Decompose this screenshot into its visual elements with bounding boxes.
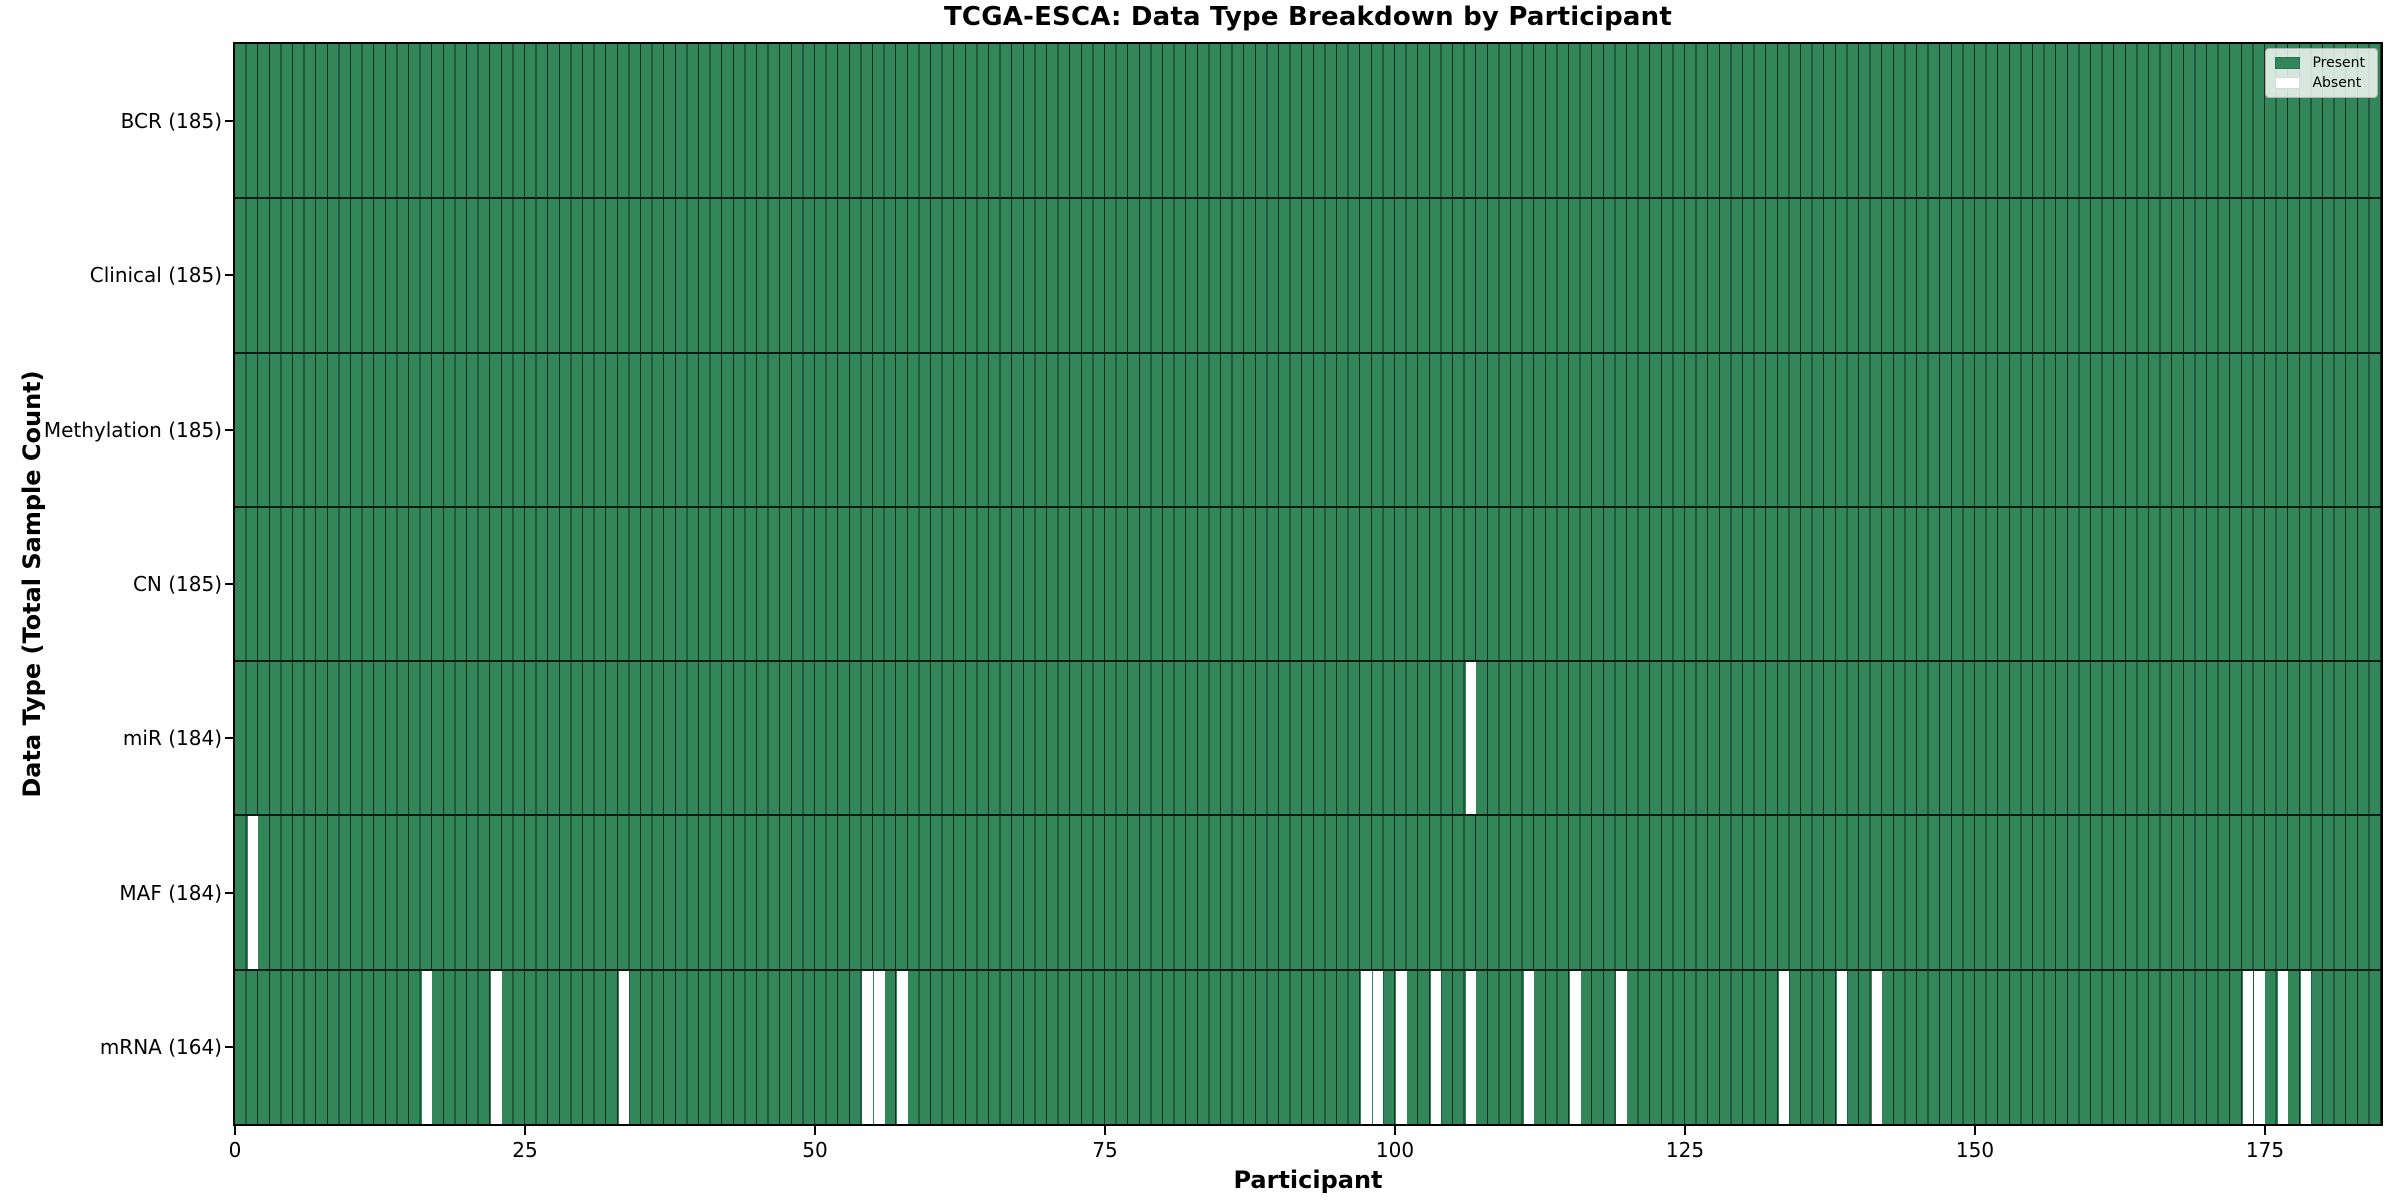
- x-tick-mark: [1974, 1126, 1976, 1135]
- row-divider: [235, 660, 2381, 663]
- absent-cell-mRNA-176: [2277, 969, 2289, 1124]
- row-divider: [235, 351, 2381, 354]
- y-tick-label-CN: CN (185): [132, 572, 222, 596]
- x-tick-label-150: 150: [1955, 1138, 1995, 1162]
- y-tick-label-Methylation: Methylation (185): [43, 417, 222, 442]
- row-divider: [235, 968, 2381, 971]
- x-tick-label-50: 50: [802, 1138, 828, 1162]
- absent-cell-mRNA-173: [2242, 969, 2254, 1124]
- y-tick-label-Clinical: Clinical (185): [89, 263, 222, 288]
- row-divider: [235, 505, 2381, 508]
- y-tick-mark: [225, 891, 233, 894]
- absent-cell-mRNA-111: [1523, 969, 1535, 1124]
- y-tick-mark: [225, 737, 233, 740]
- legend-swatch-present: [2275, 57, 2301, 69]
- legend-label: Present: [2312, 55, 2365, 71]
- absent-cell-MAF-1: [247, 815, 259, 970]
- absent-cell-mRNA-100: [1396, 969, 1407, 1124]
- absent-cell-mRNA-115: [1570, 969, 1581, 1124]
- absent-cell-mRNA-54: [862, 969, 873, 1124]
- absent-cell-mRNA-57: [897, 969, 908, 1124]
- legend-swatch-absent: [2275, 77, 2301, 89]
- absent-cell-mRNA-178: [2300, 969, 2312, 1124]
- x-tick-label-75: 75: [1092, 1138, 1118, 1162]
- y-tick-mark: [225, 120, 233, 123]
- x-tick-label-0: 0: [228, 1138, 242, 1162]
- x-tick-label-100: 100: [1375, 1138, 1415, 1162]
- absent-cell-mRNA-174: [2254, 969, 2265, 1124]
- absent-cell-mRNA-16: [421, 969, 433, 1124]
- x-tick-mark: [2264, 1126, 2266, 1135]
- x-tick-label-175: 175: [2245, 1138, 2285, 1162]
- x-axis-label: Participant: [1233, 1166, 1383, 1194]
- row-divider: [235, 197, 2381, 200]
- x-tick-mark: [524, 1126, 526, 1135]
- legend: Present Absent: [2265, 48, 2378, 98]
- y-tick-label-BCR: BCR (185): [120, 109, 222, 134]
- absent-cell-mRNA-33: [618, 969, 630, 1124]
- x-tick-label-25: 25: [512, 1138, 538, 1162]
- y-tick-label-MAF: MAF (184): [119, 880, 222, 905]
- x-tick-mark: [1394, 1126, 1396, 1135]
- y-tick-label-mRNA: mRNA (164): [99, 1034, 222, 1059]
- absent-cell-mRNA-103: [1430, 969, 1442, 1124]
- absent-cell-mRNA-97: [1361, 969, 1372, 1124]
- y-tick-mark: [225, 428, 233, 431]
- x-tick-mark: [1684, 1126, 1686, 1135]
- y-tick-label-miR: miR (184): [122, 726, 222, 751]
- absent-cell-mRNA-119: [1616, 969, 1627, 1124]
- absent-cell-mRNA-55: [874, 969, 885, 1124]
- x-tick-mark: [234, 1126, 236, 1135]
- row-divider: [235, 814, 2381, 817]
- absent-cell-mRNA-138: [1836, 969, 1848, 1124]
- plot-area: Present Absent: [233, 42, 2383, 1126]
- y-tick-mark: [225, 1045, 233, 1048]
- legend-entry-absent: Absent: [2275, 76, 2365, 90]
- heatmap-grid: [235, 44, 2381, 1124]
- y-tick-mark: [225, 274, 233, 277]
- absent-cell-mRNA-98: [1372, 969, 1384, 1124]
- absent-cell-mRNA-141: [1871, 969, 1883, 1124]
- legend-label: Absent: [2312, 75, 2362, 91]
- absent-cell-miR-106: [1465, 661, 1477, 816]
- x-tick-mark: [814, 1126, 816, 1135]
- absent-cell-mRNA-106: [1465, 969, 1477, 1124]
- legend-entry-present: Present: [2275, 56, 2365, 70]
- x-tick-label-125: 125: [1665, 1138, 1705, 1162]
- y-tick-mark: [225, 583, 233, 585]
- x-tick-mark: [1104, 1126, 1106, 1135]
- chart-title: TCGA-ESCA: Data Type Breakdown by Partic…: [944, 2, 1672, 32]
- absent-cell-mRNA-133: [1778, 969, 1790, 1124]
- absent-cell-mRNA-22: [491, 969, 502, 1124]
